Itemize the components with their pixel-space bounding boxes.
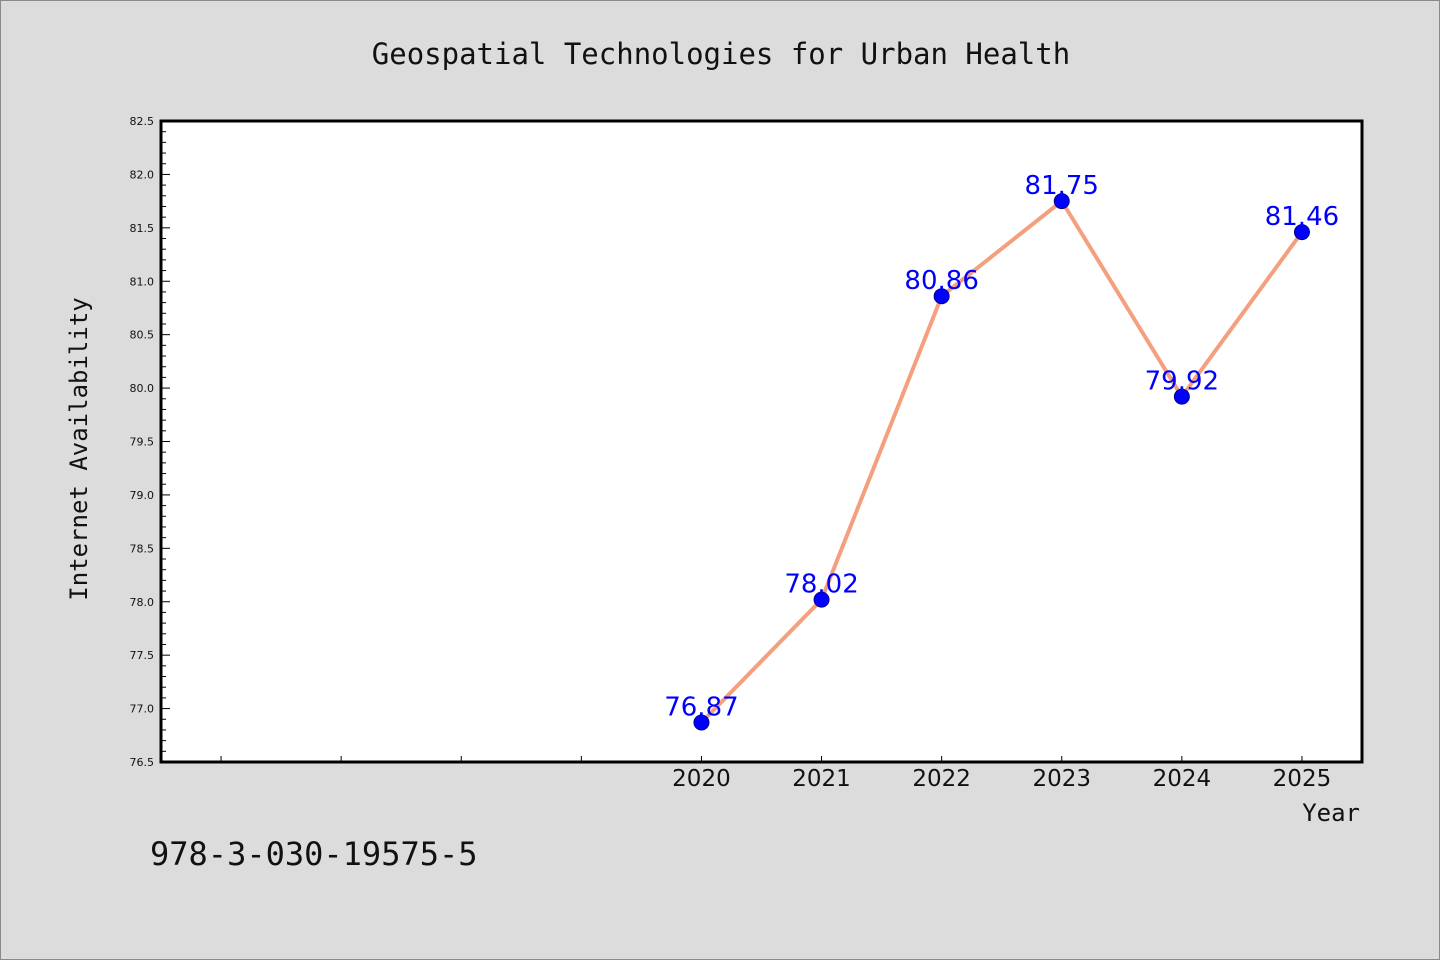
series-group: 76.87 78.02 80.86 81.75 79.92 81.46 [664, 171, 1339, 731]
data-label: 79.92 [1145, 367, 1219, 397]
x-axis: 2020 2021 2022 2023 2024 2025 [220, 756, 1332, 792]
y-axis-label: Internet Availability [65, 297, 93, 600]
data-label: 80.86 [904, 266, 978, 296]
plot-area [159, 119, 1364, 764]
chart-title: Geospatial Technologies for Urban Health [372, 37, 1070, 71]
y-tick-label: 78.0 [130, 596, 155, 609]
x-tick-label: 2020 [672, 766, 731, 792]
y-tick-label: 82.5 [130, 115, 155, 128]
data-label: 76.87 [664, 692, 738, 722]
data-point [813, 591, 830, 608]
x-tick-label: 2022 [912, 766, 971, 792]
y-tick-label: 78.5 [130, 542, 155, 555]
y-tick-label: 81.5 [130, 222, 155, 235]
series-line [699, 199, 1304, 725]
data-point [693, 714, 710, 731]
x-tick-label: 2021 [792, 766, 851, 792]
x-tick-label: 2023 [1032, 766, 1091, 792]
data-point [1293, 224, 1310, 241]
y-tick-label: 80.0 [130, 382, 155, 395]
y-tick-label: 77.5 [130, 649, 155, 662]
x-tick-label: 2024 [1153, 766, 1212, 792]
x-tick-label: 2025 [1273, 766, 1332, 792]
data-label: 78.02 [784, 570, 858, 600]
y-tick-label: 82.0 [130, 168, 155, 181]
data-point [1173, 388, 1190, 405]
y-axis: 76.5 77.0 77.5 78.0 78.5 79.0 79.5 80.0 80.5 81.0… [130, 115, 170, 769]
y-tick-label: 79.5 [130, 436, 155, 449]
data-label: 81.75 [1025, 171, 1099, 201]
x-axis-label: Year [1302, 799, 1360, 827]
y-tick-label: 76.5 [130, 756, 155, 769]
data-point [1053, 193, 1070, 210]
y-tick-label: 77.0 [130, 703, 155, 716]
y-tick-label: 81.0 [130, 275, 155, 288]
y-tick-label: 80.5 [130, 329, 155, 342]
y-tick-label: 79.0 [130, 489, 155, 502]
data-label: 81.46 [1265, 202, 1339, 232]
isbn-code: 978-3-030-19575-5 [150, 835, 478, 873]
data-point [933, 288, 950, 305]
